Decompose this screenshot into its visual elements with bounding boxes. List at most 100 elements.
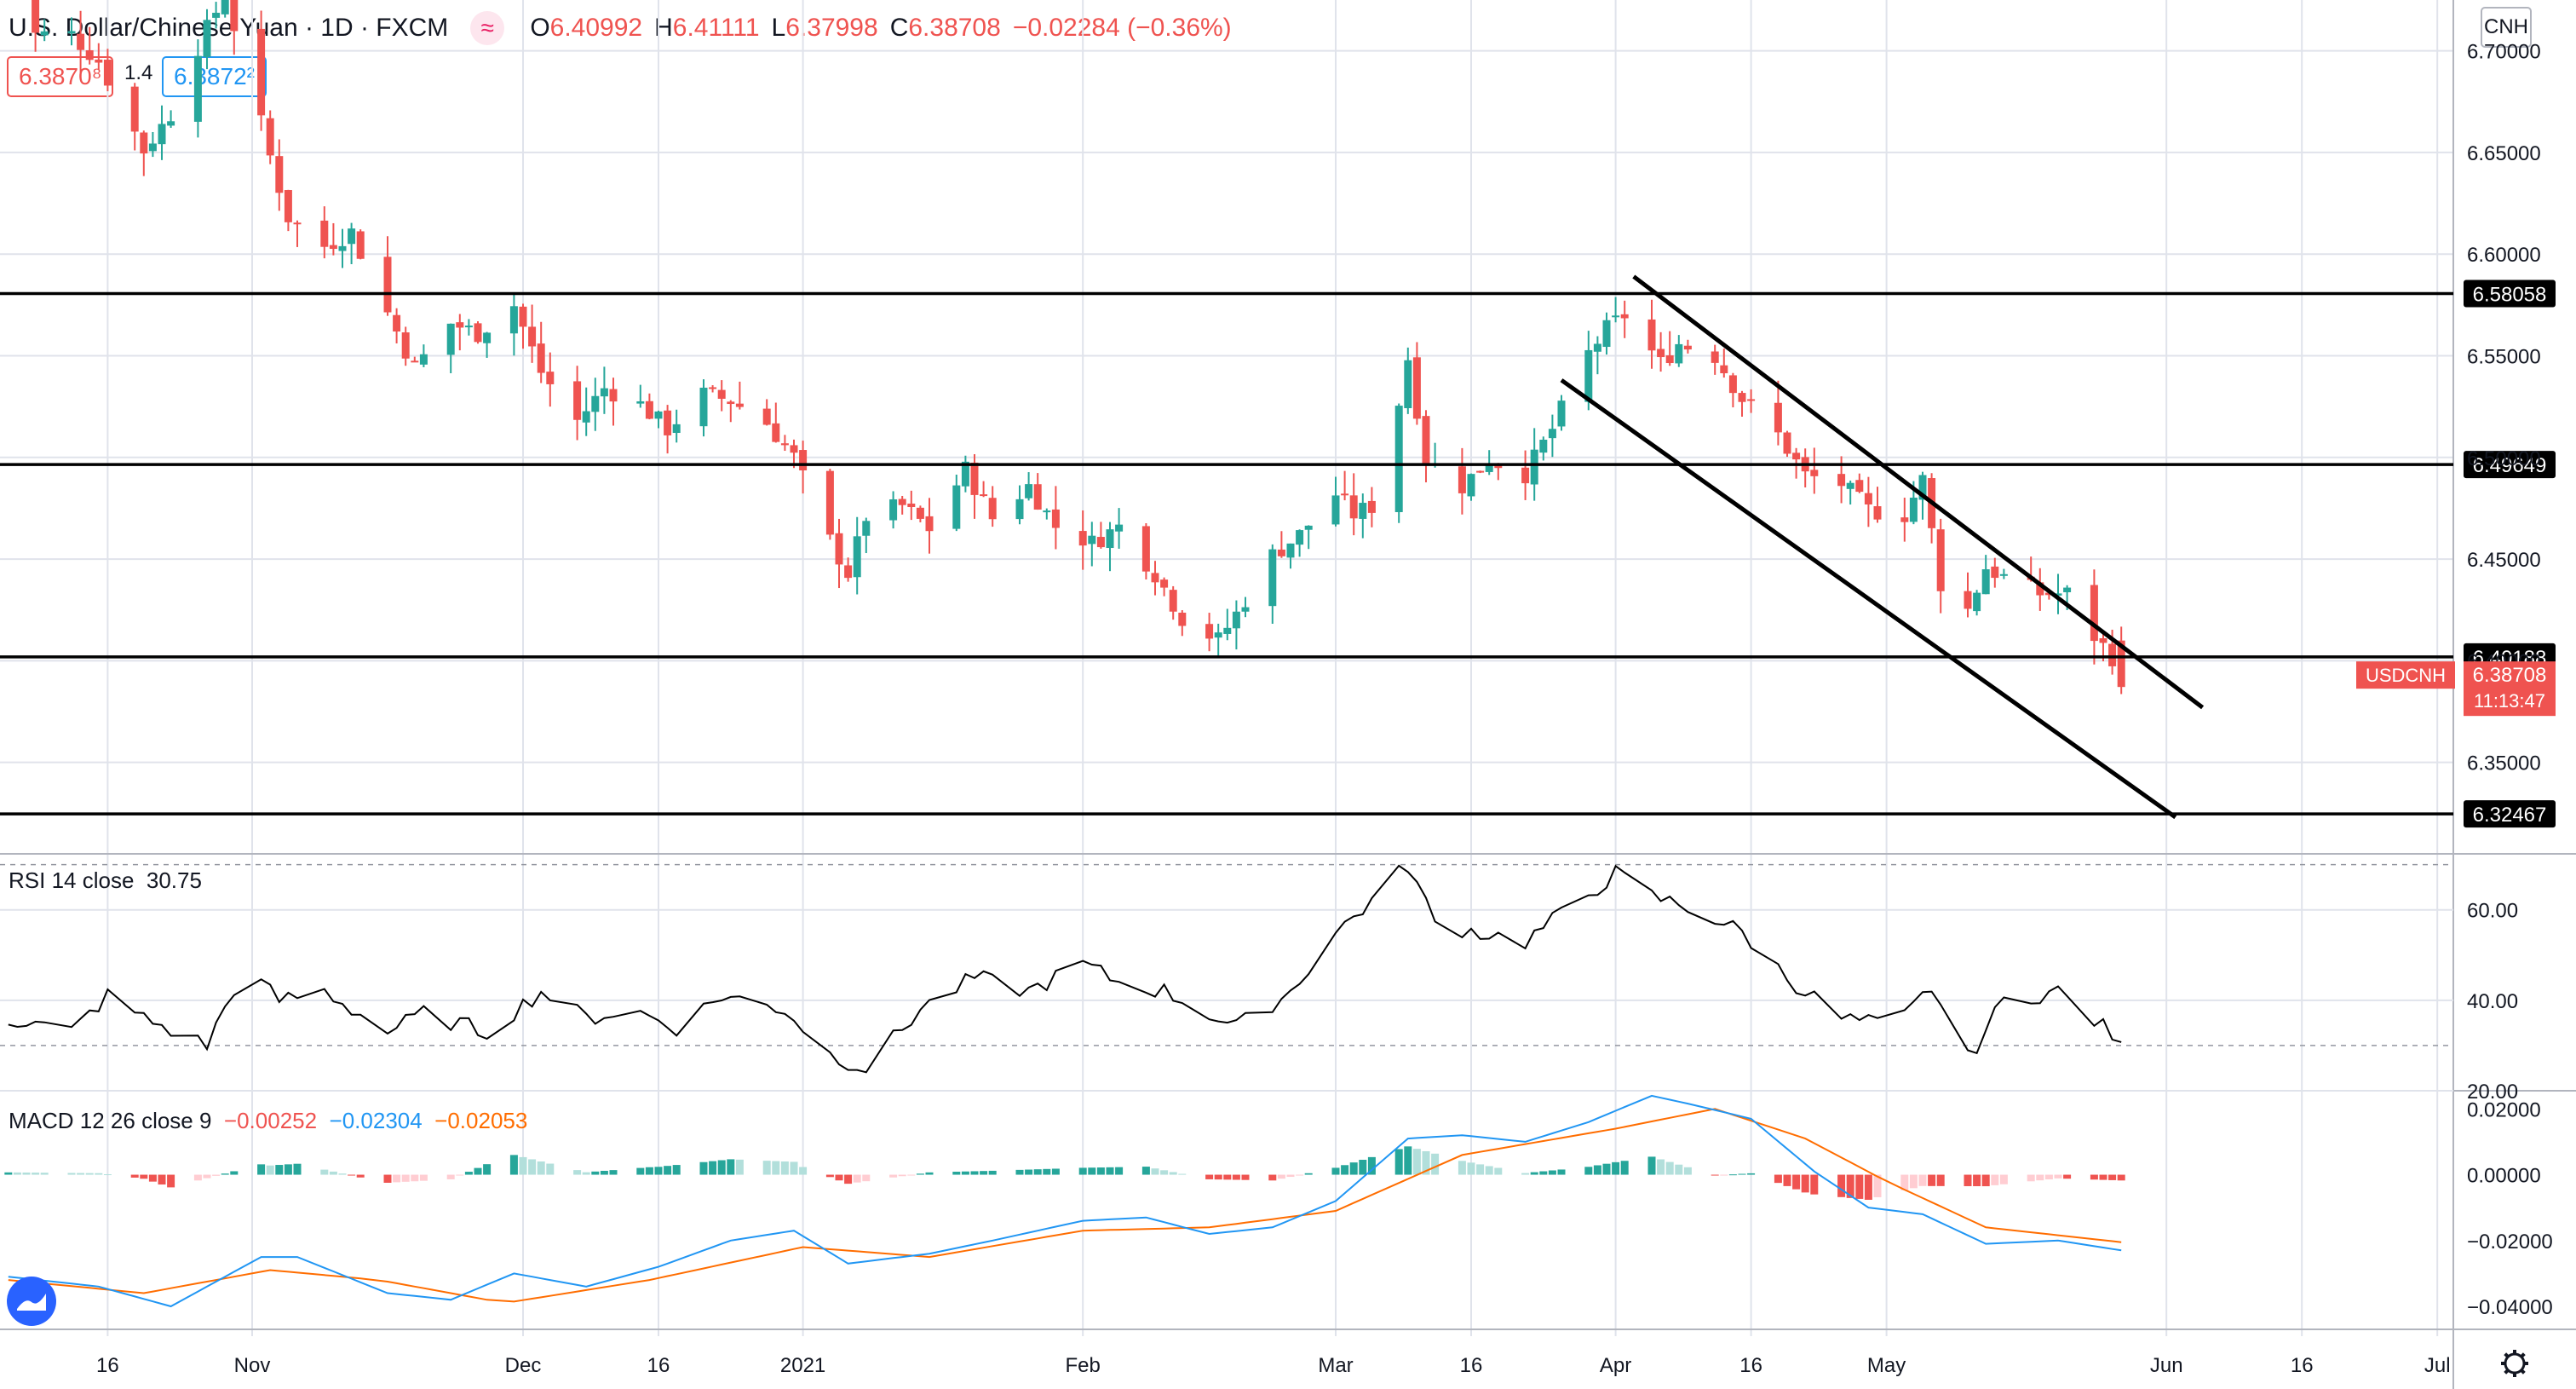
candle-body [1394, 406, 1403, 512]
candle-body [446, 323, 455, 355]
candle-body [537, 343, 545, 373]
macd-hist-bar [1557, 1169, 1566, 1175]
candle-body [411, 360, 419, 363]
macd-hist-bar [419, 1174, 428, 1181]
channel-trendline [1632, 274, 2205, 710]
time-tick: 16 [647, 1354, 670, 1377]
macd-hist-bar [762, 1161, 771, 1175]
symbol-badge-text: USDCNH [2366, 665, 2446, 686]
gear-tooth [2504, 1369, 2510, 1375]
candle-body [1620, 314, 1629, 319]
macd-hist-bar [1169, 1172, 1177, 1175]
candle-body [636, 401, 645, 404]
time-tick: Mar [1318, 1354, 1353, 1377]
candle-body [1223, 627, 1232, 634]
candle-body [1025, 484, 1033, 499]
macd-hist-bar [1602, 1163, 1611, 1175]
gear-tooth [2520, 1369, 2526, 1375]
candle-body [1521, 467, 1530, 484]
rsi-line [8, 864, 2122, 1074]
macd-hist-bar [1160, 1170, 1169, 1175]
macd-hist-bar [320, 1169, 329, 1175]
candle-body [1647, 319, 1656, 351]
candle-body [230, 0, 239, 32]
candle-body [1412, 357, 1421, 419]
macd-hist-bar [980, 1171, 988, 1175]
macd-hist-bar [780, 1161, 789, 1175]
macd-hist-bar [2036, 1174, 2044, 1181]
candle-body [1936, 529, 1945, 591]
tradingview-logo-icon[interactable] [7, 1277, 56, 1326]
candle-body [1296, 530, 1304, 545]
macd-hist-bar [85, 1173, 94, 1175]
macd-hist-bar [1341, 1165, 1349, 1175]
macd-signal-line [8, 1108, 2122, 1303]
macd-hist-bar [1657, 1159, 1665, 1175]
macd-hist-bar [1981, 1174, 1990, 1187]
ohlc-low: L6.37998 [771, 14, 878, 42]
candle-body [645, 401, 653, 419]
macd-hist-bar [1404, 1146, 1412, 1175]
macd-hist-bar [2099, 1174, 2107, 1180]
macd-hist-bar [889, 1174, 898, 1178]
macd-hist-bar [77, 1173, 85, 1175]
macd-hist-bar [1928, 1174, 1936, 1186]
macd-hist-bar [573, 1170, 582, 1175]
macd-hist-bar [483, 1164, 492, 1175]
wave-icon[interactable]: ≈ [470, 11, 505, 45]
candle-body [970, 462, 979, 495]
candle-body [600, 388, 608, 397]
macd-hist-bar [699, 1161, 708, 1175]
macd-hist-bar [1665, 1161, 1674, 1175]
macd-hist-bar [1728, 1174, 1737, 1176]
macd-hist-bar [446, 1174, 455, 1179]
candle-body [1494, 464, 1503, 469]
macd-hist-bar [844, 1174, 853, 1184]
macd-hist-bar [1304, 1173, 1313, 1175]
level-label-bg [2464, 451, 2556, 479]
candle-body [1548, 429, 1556, 439]
macd-hist-bar [645, 1167, 653, 1175]
macd-hist-bar [988, 1170, 997, 1175]
macd-hist-bar [1178, 1173, 1187, 1175]
candle-body [2054, 593, 2062, 596]
macd-hist-bar [1864, 1174, 1872, 1200]
macd-hist-bar [1999, 1174, 2008, 1184]
candle-body [709, 387, 717, 389]
sell-button[interactable]: 6.3870⁸ [7, 56, 114, 97]
gear-icon[interactable] [2501, 1350, 2528, 1377]
macd-hist-bar [582, 1172, 590, 1175]
candle-body [266, 118, 274, 156]
candle-body [393, 314, 401, 332]
candle-body [383, 256, 392, 313]
macd-hist-bar [2090, 1174, 2098, 1180]
candle-body [1169, 590, 1177, 612]
candle-body [1981, 569, 1990, 595]
macd-hist-bar [1593, 1165, 1601, 1175]
candle-body [799, 450, 808, 471]
candle-body [1268, 549, 1277, 607]
macd-tick: 0.02000 [2467, 1098, 2541, 1121]
chart-header: U.S. Dollar/Chinese Yuan · 1D · FXCM ≈ O… [9, 7, 1244, 49]
candle-body [1286, 543, 1295, 558]
rsi-title: RSI 14 close 30.75 [9, 867, 202, 893]
candle-body [1991, 566, 1999, 579]
candle-body [1612, 315, 1620, 318]
macd-hist-bar [140, 1174, 148, 1179]
candle-body [1205, 624, 1214, 639]
macd-hist-bar [40, 1173, 49, 1175]
currency-button[interactable]: CNH [2481, 7, 2532, 48]
candle-body [1115, 524, 1124, 532]
macd-hist-bar [537, 1161, 545, 1175]
macd-hist-bar [293, 1163, 302, 1175]
macd-hist-bar [1991, 1174, 1999, 1185]
macd-hist-bar [546, 1163, 555, 1175]
candle-body [1810, 470, 1819, 476]
buy-button[interactable]: 6.3872² [162, 56, 267, 97]
macd-hist-bar [22, 1173, 31, 1175]
gear-tooth [2504, 1352, 2510, 1358]
candle-body [1458, 466, 1466, 493]
macd-hist-bar [1286, 1174, 1295, 1178]
candle-body [1467, 474, 1475, 497]
